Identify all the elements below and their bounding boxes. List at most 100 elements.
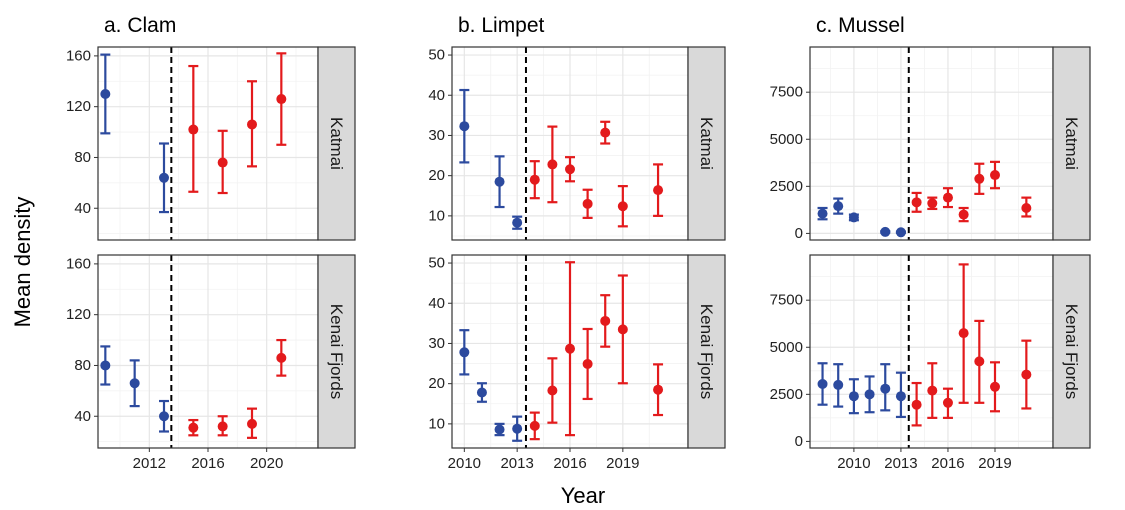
y-tick-label: 120: [66, 306, 91, 323]
data-point: [276, 52, 287, 146]
point-marker: [276, 352, 287, 363]
x-tick-label: 2012: [133, 455, 166, 472]
data-point: [895, 227, 906, 238]
data-point: [565, 261, 575, 437]
data-point: [989, 361, 1000, 413]
point-marker: [911, 197, 922, 208]
data-point: [217, 129, 228, 195]
point-marker: [547, 159, 558, 170]
point-marker: [942, 192, 953, 203]
data-point: [600, 120, 611, 145]
point-marker: [958, 328, 969, 339]
x-tick-label: 2016: [191, 455, 224, 472]
y-tick-label: 80: [74, 357, 91, 374]
data-point: [459, 329, 470, 376]
x-tick-label: 2010: [448, 455, 481, 472]
point-marker: [276, 94, 287, 105]
data-point: [1021, 196, 1032, 218]
data-point: [600, 294, 611, 348]
data-point: [653, 363, 664, 417]
data-point: [494, 422, 505, 437]
point-marker: [617, 201, 628, 212]
point-marker: [582, 198, 593, 209]
point-marker: [1021, 202, 1032, 213]
facet-strip: [317, 254, 356, 449]
point-marker: [547, 385, 558, 396]
point-marker: [895, 391, 906, 402]
point-marker: [880, 226, 891, 237]
point-marker: [529, 174, 540, 185]
panel-3-row-1: Katmai 0 2500 5000 7500: [770, 46, 1091, 242]
y-tick-label: 5000: [770, 131, 803, 148]
facet-strip-label: Kenai Fjords: [327, 304, 346, 399]
data-point: [459, 88, 470, 164]
point-marker: [833, 201, 844, 212]
y-tick-label: 40: [74, 200, 91, 217]
y-tick-label: 50: [428, 255, 445, 272]
point-marker: [100, 88, 111, 99]
x-tick-label: 2016: [931, 455, 964, 472]
data-point: [880, 226, 891, 237]
point-marker: [848, 212, 859, 223]
point-marker: [100, 360, 111, 371]
data-point: [159, 142, 169, 214]
data-point: [833, 197, 844, 215]
point-marker: [942, 397, 953, 408]
data-point: [989, 160, 1000, 190]
point-marker: [653, 185, 664, 196]
x-tick-label: 2013: [884, 455, 917, 472]
point-marker: [247, 119, 257, 130]
point-marker: [864, 389, 875, 400]
panel-title: a. Clam: [104, 14, 176, 37]
data-point: [848, 378, 859, 415]
point-marker: [1021, 369, 1032, 380]
x-tick-label: 2020: [250, 455, 283, 472]
data-point: [547, 357, 558, 424]
y-tick-label: 2500: [770, 178, 803, 195]
facet-strip-label: Kenai Fjords: [697, 304, 716, 399]
panel-background: [810, 47, 1053, 240]
facet-strip: [317, 46, 356, 241]
panel-3-row-2: Kenai Fjords 0 2500 5000 7500 2010 2013 2016 201…: [770, 254, 1091, 472]
data-point: [529, 160, 540, 200]
data-point: [942, 187, 953, 209]
x-tick-label: 2016: [553, 455, 586, 472]
y-tick-label: 30: [428, 127, 445, 144]
y-axis-title: Mean density: [10, 197, 35, 328]
y-tick-label: 20: [428, 375, 445, 392]
point-marker: [188, 124, 199, 135]
y-tick-label: 40: [74, 408, 91, 425]
point-marker: [617, 324, 628, 335]
y-tick-label: 10: [428, 207, 445, 224]
point-marker: [247, 418, 257, 429]
data-point: [848, 212, 859, 223]
data-point: [1021, 339, 1032, 410]
point-marker: [880, 383, 891, 394]
panel-1-row-2: Kenai Fjords 40 80 120 160 2012 2016 2020: [66, 254, 356, 472]
x-axis-title: Year: [561, 483, 605, 508]
point-marker: [817, 378, 828, 389]
y-tick-label: 80: [74, 149, 91, 166]
panel-2-row-2: Kenai Fjords 10 20 30 40 50 2010 2013 2016 2019: [428, 254, 726, 472]
point-marker: [817, 208, 828, 219]
data-point: [159, 399, 169, 433]
panel-2-row-1: Katmai 10 20 30 40 50: [428, 46, 726, 241]
data-point: [974, 319, 985, 404]
x-tick-label: 2010: [837, 455, 870, 472]
data-point: [974, 162, 985, 195]
panel-title: b. Limpet: [458, 14, 545, 37]
point-marker: [582, 358, 593, 369]
point-marker: [974, 356, 985, 367]
point-marker: [159, 411, 169, 422]
data-point: [864, 375, 875, 414]
data-point: [911, 381, 922, 427]
y-tick-label: 10: [428, 415, 445, 432]
y-tick-label: 120: [66, 98, 91, 115]
point-marker: [459, 347, 470, 358]
facet-strip: [1052, 46, 1091, 241]
x-tick-label: 2019: [978, 455, 1011, 472]
point-marker: [188, 422, 199, 433]
data-point: [911, 191, 922, 213]
data-point: [129, 359, 140, 408]
data-point: [817, 362, 828, 406]
